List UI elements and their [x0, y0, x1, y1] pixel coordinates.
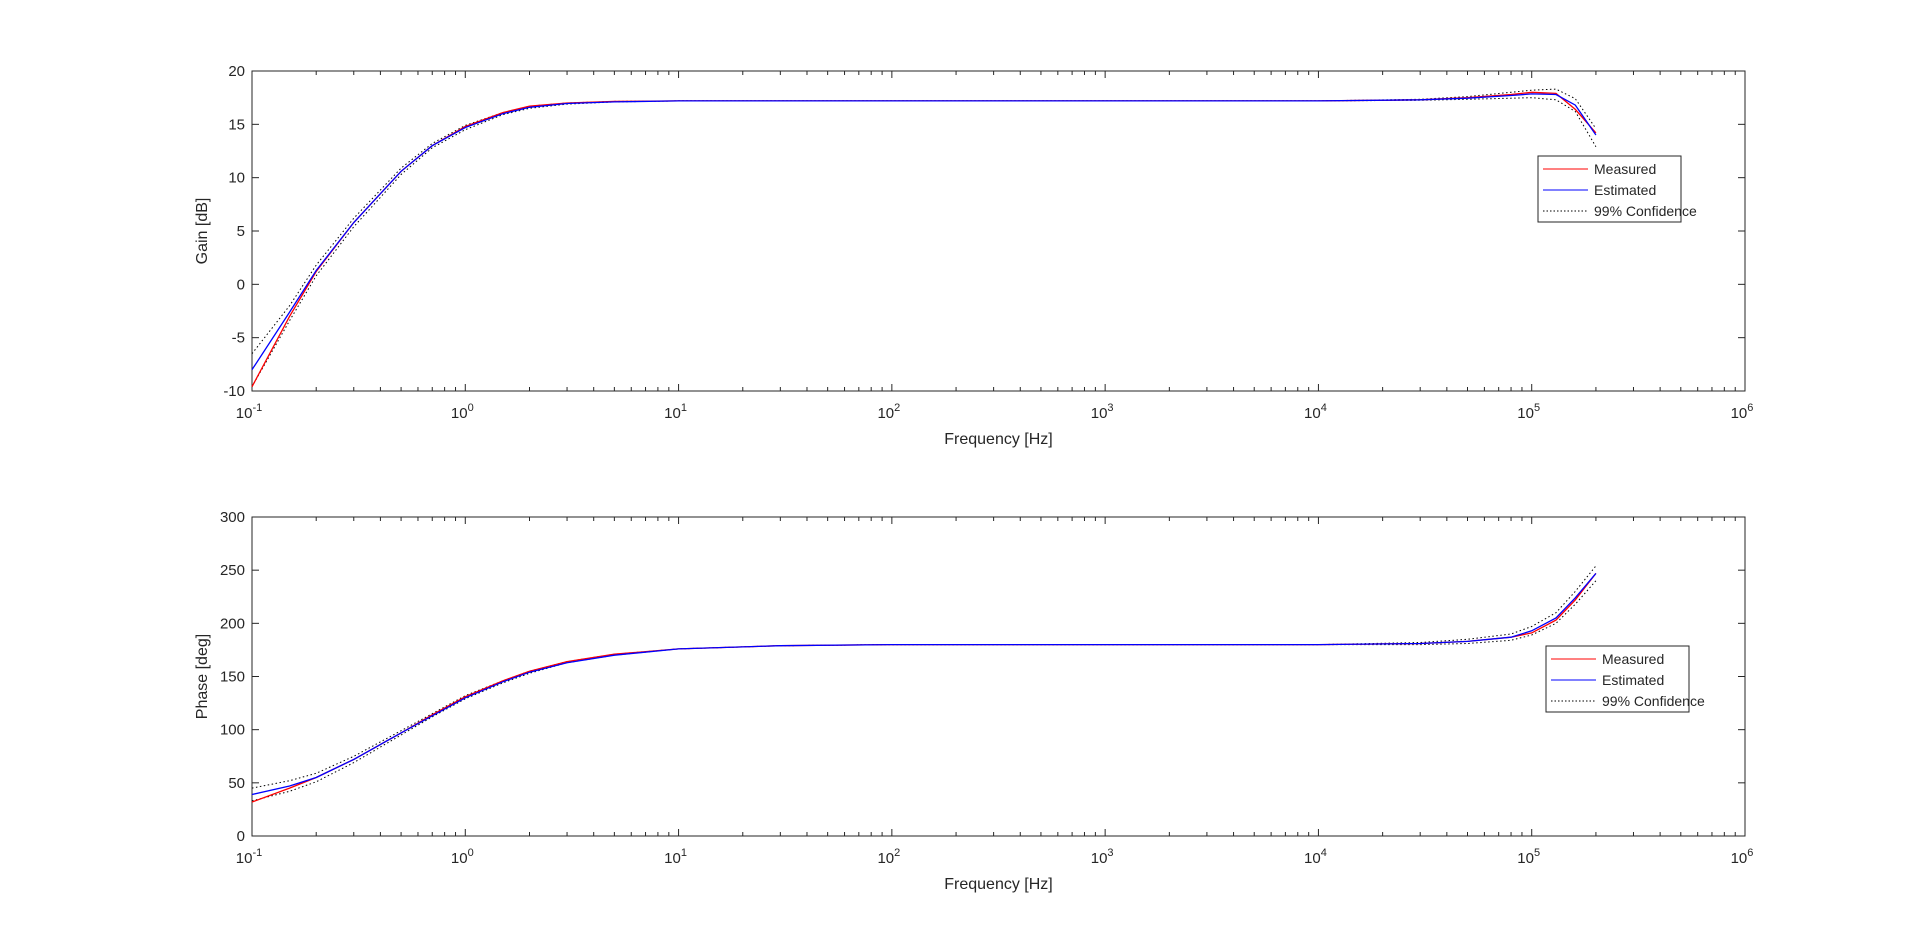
- legend: Measured Estimated 99% Confidence: [1546, 646, 1705, 712]
- plot-area: [252, 517, 1745, 836]
- y-tick-label: 0: [237, 828, 245, 845]
- x-tick-label: 106: [1731, 847, 1754, 867]
- x-axis-label: Frequency [Hz]: [944, 431, 1052, 448]
- y-axis-label: Phase [deg]: [194, 634, 211, 719]
- x-tick-label: 101: [664, 402, 687, 422]
- chart-2: 10-1 100 101 102 103 104 105 106 0 50 100 150 200 250…: [194, 509, 1753, 893]
- x-tick-label: 105: [1517, 402, 1540, 422]
- y-tick-label: 300: [220, 509, 245, 526]
- legend-label: 99% Confidence: [1594, 203, 1697, 219]
- y-tick-label: 150: [220, 669, 245, 686]
- legend-label: Estimated: [1602, 672, 1664, 688]
- legend-label: 99% Confidence: [1602, 693, 1705, 709]
- chart-1: 10-1 100 101 102 103 104 105 106 -10 -5 0 5 10 15 20 Fr…: [194, 63, 1753, 448]
- y-tick-label: 250: [220, 562, 245, 579]
- y-tick-label: 100: [220, 722, 245, 739]
- y-tick-label: -5: [232, 330, 245, 347]
- y-tick-label: 5: [237, 223, 245, 240]
- legend: Measured Estimated 99% Confidence: [1538, 156, 1697, 222]
- y-tick-label: 15: [228, 116, 245, 133]
- x-tick-label: 103: [1091, 402, 1114, 422]
- x-tick-label: 100: [451, 847, 474, 867]
- x-tick-label: 102: [877, 402, 900, 422]
- x-tick-label: 100: [451, 402, 474, 422]
- y-tick-label: 200: [220, 615, 245, 632]
- x-tick-label: 10-1: [236, 402, 262, 422]
- x-tick-label: 104: [1304, 402, 1327, 422]
- plot-area: [252, 71, 1745, 391]
- x-tick-label: 104: [1304, 847, 1327, 867]
- x-tick-label: 10-1: [236, 847, 262, 867]
- y-tick-label: 0: [237, 276, 245, 293]
- legend-label: Measured: [1602, 651, 1664, 667]
- y-axis-label: Gain [dB]: [194, 198, 211, 265]
- y-tick-label: 20: [228, 63, 245, 80]
- x-axis-label: Frequency [Hz]: [944, 876, 1052, 893]
- legend-label: Estimated: [1594, 182, 1656, 198]
- x-tick-label: 101: [664, 847, 687, 867]
- x-tick-label: 103: [1091, 847, 1114, 867]
- x-tick-label: 105: [1517, 847, 1540, 867]
- x-tick-label: 106: [1731, 402, 1754, 422]
- y-tick-label: 50: [228, 775, 245, 792]
- legend-label: Measured: [1594, 161, 1656, 177]
- y-tick-label: -10: [223, 383, 245, 400]
- x-tick-label: 102: [877, 847, 900, 867]
- y-tick-label: 10: [228, 170, 245, 187]
